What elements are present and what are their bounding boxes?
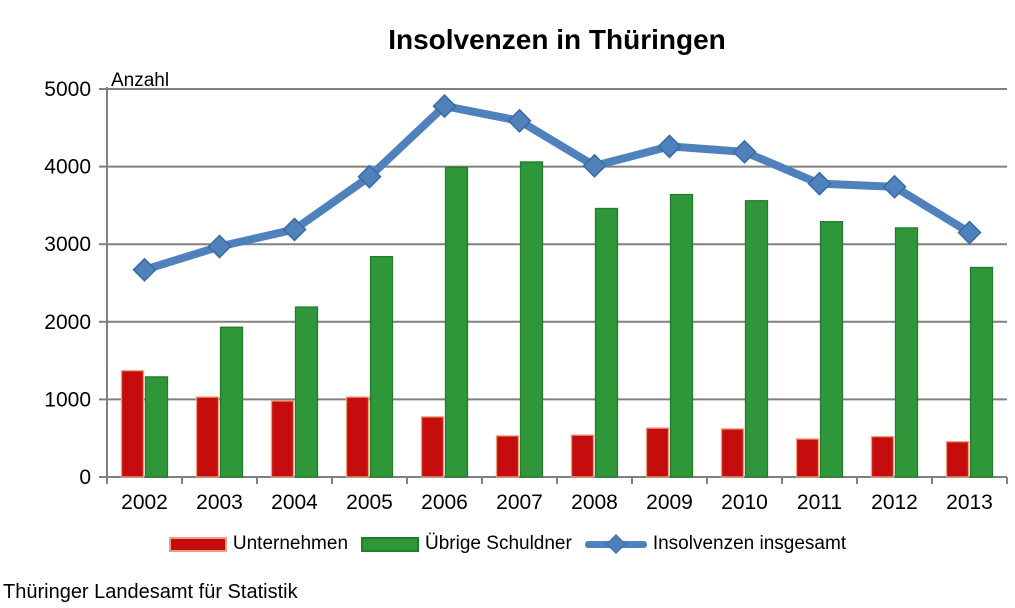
- x-label-2008: 2008: [571, 491, 618, 514]
- y-tick-label-3000: 3000: [44, 233, 91, 256]
- source-text: Thüringer Landesamt für Statistik: [3, 581, 298, 603]
- bar-unternehmen-2009: [645, 427, 670, 478]
- marker-insgesamt-2006: [432, 94, 457, 119]
- marker-insgesamt-2003: [207, 234, 232, 259]
- bar-unternehmen-2013: [945, 441, 970, 478]
- y-tick-label-2000: 2000: [44, 311, 91, 334]
- marker-insgesamt-2008: [582, 153, 607, 178]
- bar-uebrige-schuldner-2010: [744, 200, 769, 478]
- y-tick-label-5000: 5000: [44, 78, 91, 101]
- marker-insgesamt-2002: [132, 257, 157, 282]
- bar-unternehmen-2007: [495, 435, 520, 478]
- chart-legend: Unternehmen Übrige Schuldner Insolvenzen…: [0, 533, 1015, 555]
- bar-uebrige-schuldner-2013: [969, 266, 994, 478]
- chart-title: Insolvenzen in Thüringen: [388, 24, 726, 55]
- legend-swatch-uebrige-schuldner: [361, 536, 420, 552]
- bar-unternehmen-2012: [870, 435, 895, 478]
- x-label-2005: 2005: [346, 491, 393, 514]
- bar-unternehmen-2002: [120, 370, 145, 478]
- bar-uebrige-schuldner-2007: [519, 161, 544, 478]
- x-label-2013: 2013: [946, 491, 993, 514]
- y-tick-label-0: 0: [79, 466, 91, 489]
- x-label-2007: 2007: [496, 491, 543, 514]
- legend-label-unternehmen: Unternehmen: [232, 533, 349, 554]
- marker-insgesamt-2005: [357, 164, 382, 189]
- x-label-2009: 2009: [646, 491, 693, 514]
- marker-insgesamt-2013: [957, 220, 982, 245]
- marker-insgesamt-2007: [507, 108, 532, 133]
- legend-item-unternehmen: Unternehmen: [168, 533, 349, 555]
- x-label-2006: 2006: [421, 491, 468, 514]
- legend-line-marker-icon: [584, 534, 647, 554]
- bar-uebrige-schuldner-2012: [894, 227, 919, 478]
- x-label-2003: 2003: [196, 491, 243, 514]
- line-insgesamt: [140, 102, 974, 274]
- x-label-2004: 2004: [271, 491, 318, 514]
- marker-insgesamt-2010: [732, 139, 757, 164]
- legend-label-uebrige-schuldner: Übrige Schuldner: [425, 533, 572, 554]
- x-label-2010: 2010: [721, 491, 768, 514]
- legend-swatch-unternehmen: [168, 536, 227, 552]
- x-label-2002: 2002: [121, 491, 168, 514]
- x-label-2012: 2012: [871, 491, 918, 514]
- bar-uebrige-schuldner-2009: [669, 193, 694, 478]
- bar-uebrige-schuldner-2002: [144, 376, 169, 478]
- bar-uebrige-schuldner-2003: [219, 326, 244, 478]
- bar-unternehmen-2005: [345, 396, 370, 478]
- bar-unternehmen-2008: [570, 434, 595, 478]
- bar-uebrige-schuldner-2011: [819, 221, 844, 478]
- legend-item-uebrige-schuldner: Übrige Schuldner: [361, 533, 572, 555]
- y-axis-title: Anzahl: [111, 70, 170, 91]
- y-tick-label-1000: 1000: [44, 388, 91, 411]
- bar-unternehmen-2010: [720, 428, 745, 478]
- marker-insgesamt-2004: [282, 217, 307, 242]
- bar-uebrige-schuldner-2006: [444, 166, 469, 478]
- bar-unternehmen-2004: [270, 400, 295, 478]
- marker-insgesamt-2012: [882, 174, 907, 199]
- bar-uebrige-schuldner-2008: [594, 207, 619, 478]
- y-tick-label-4000: 4000: [44, 156, 91, 179]
- legend-item-insgesamt: Insolvenzen insgesamt: [584, 533, 847, 555]
- bar-unternehmen-2006: [420, 416, 445, 478]
- bar-unternehmen-2003: [195, 396, 220, 478]
- bar-unternehmen-2011: [795, 438, 820, 478]
- x-label-2011: 2011: [797, 491, 842, 514]
- marker-insgesamt-2011: [807, 171, 832, 196]
- legend-label-insgesamt: Insolvenzen insgesamt: [652, 533, 847, 554]
- marker-insgesamt-2009: [657, 134, 682, 159]
- bar-uebrige-schuldner-2005: [369, 255, 394, 478]
- bar-uebrige-schuldner-2004: [294, 306, 319, 478]
